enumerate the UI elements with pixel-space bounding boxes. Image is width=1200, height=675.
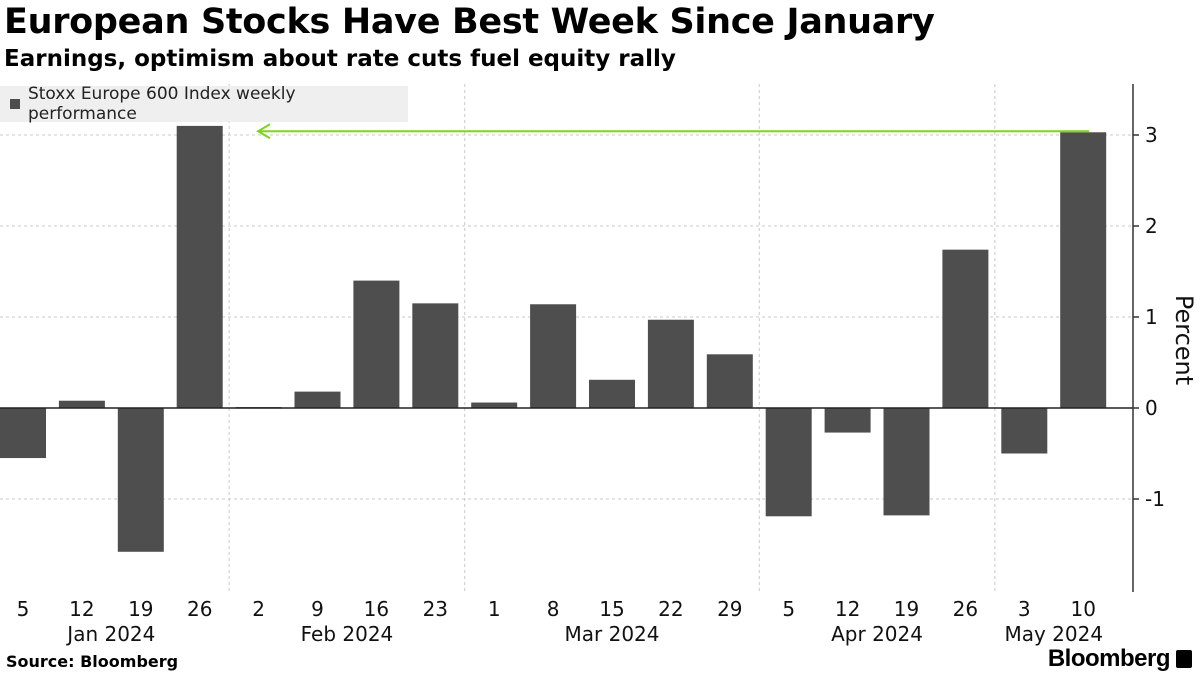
bar	[1001, 408, 1048, 454]
x-tick-label: 8	[547, 597, 560, 621]
brand-name: Bloomberg	[1047, 645, 1171, 672]
x-tick-label: 26	[187, 597, 212, 621]
brand-logo: Bloomberg	[1048, 645, 1192, 673]
bar	[647, 319, 694, 408]
bar	[706, 354, 753, 408]
month-label: Jan 2024	[65, 622, 155, 646]
y-axis-label: Percent	[1170, 295, 1198, 385]
x-tick-label: 1	[488, 597, 501, 621]
chart-subtitle: Earnings, optimism about rate cuts fuel …	[4, 46, 676, 72]
x-tick-label: 22	[658, 597, 683, 621]
month-label: Apr 2024	[831, 622, 923, 646]
legend-label: Stoxx Europe 600 Index weekly performanc…	[27, 84, 296, 124]
bar	[824, 408, 871, 433]
x-tick-label: 16	[364, 597, 389, 621]
y-tick-label: -1	[1145, 487, 1165, 511]
bar	[294, 391, 341, 408]
bar	[530, 304, 577, 408]
chart-title: European Stocks Have Best Week Since Jan…	[4, 2, 935, 42]
x-tick-label: 19	[894, 597, 919, 621]
y-tick-label: 0	[1145, 396, 1158, 420]
x-tick-label: 26	[953, 597, 978, 621]
x-tick-label: 5	[17, 597, 30, 621]
x-tick-label: 15	[599, 597, 624, 621]
x-tick-label: 9	[311, 597, 324, 621]
bar	[353, 280, 400, 408]
y-tick-label: 2	[1145, 214, 1158, 238]
bar	[589, 379, 635, 408]
bloomberg-logo-icon	[1176, 650, 1192, 668]
x-tick-label: 2	[252, 597, 265, 621]
bar	[176, 125, 223, 409]
bar	[0, 408, 46, 459]
x-tick-label: 19	[128, 597, 153, 621]
x-tick-label: 29	[717, 597, 742, 621]
x-tick-label: 3	[1018, 597, 1031, 621]
source-note: Source: Bloomberg	[6, 652, 179, 671]
x-tick-label: 12	[69, 597, 94, 621]
bar	[471, 402, 518, 408]
legend-swatch	[10, 99, 20, 109]
annotation-arrow-head	[256, 123, 271, 140]
bar	[117, 408, 164, 552]
bar	[1060, 132, 1107, 408]
x-tick-label: 10	[1070, 597, 1095, 621]
x-tick-label: 23	[423, 597, 448, 621]
bar	[412, 303, 459, 408]
x-tick-label: 5	[782, 597, 795, 621]
y-tick-label: 3	[1145, 123, 1158, 147]
y-tick-label: 1	[1145, 305, 1158, 329]
bar	[883, 408, 930, 516]
bar	[765, 408, 812, 517]
bar	[942, 249, 989, 408]
month-label: Feb 2024	[301, 622, 394, 646]
month-label: May 2024	[1004, 622, 1103, 646]
month-label: Mar 2024	[565, 622, 660, 646]
bar	[58, 400, 105, 408]
x-tick-label: 12	[835, 597, 860, 621]
legend: Stoxx Europe 600 Index weekly performanc…	[0, 84, 408, 124]
